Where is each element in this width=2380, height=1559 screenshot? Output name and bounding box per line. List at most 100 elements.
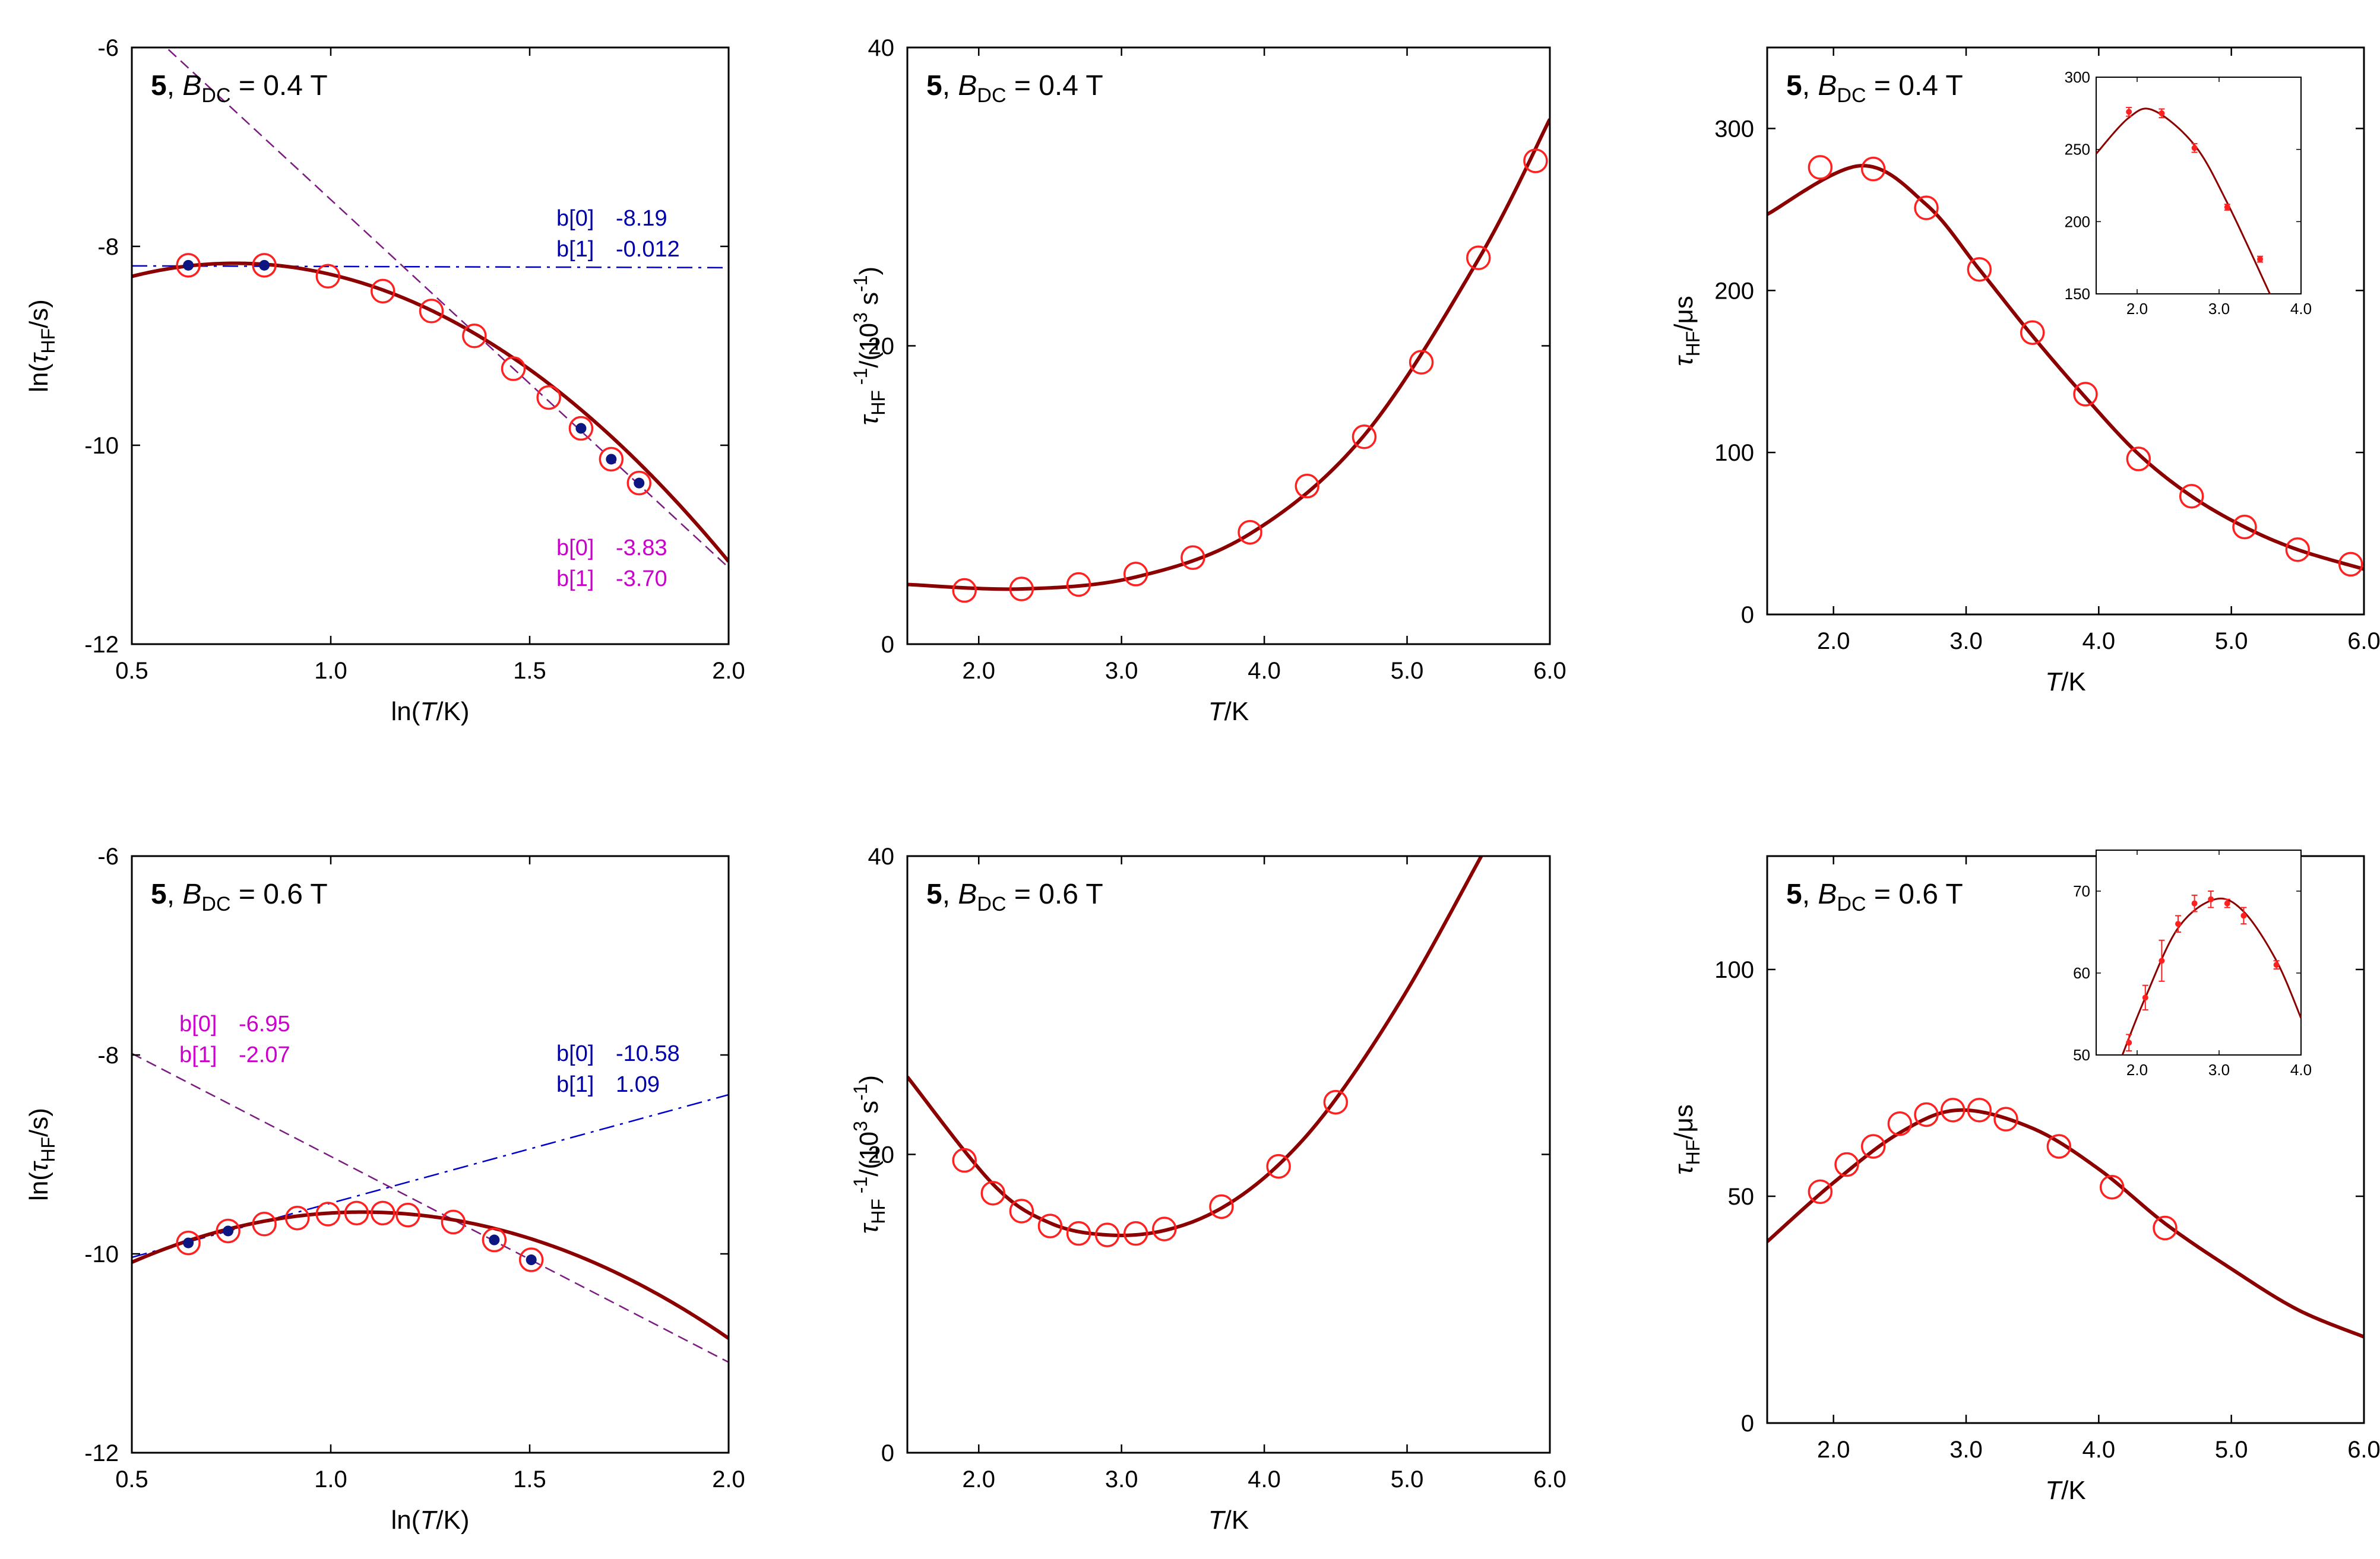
data-point: [284, 1205, 310, 1231]
data-point: [1037, 1213, 1063, 1238]
data-point: [216, 1218, 240, 1244]
y-tick-label: 0: [1741, 602, 1754, 628]
y-axis-title: τHF/μs: [1669, 296, 1704, 366]
y-tick-label: 300: [2065, 68, 2090, 86]
fit-param-label: b[0]: [556, 206, 594, 231]
x-tick-label: 4.0: [2082, 628, 2116, 654]
panel-label: 5, BDC = 0.6 T: [151, 879, 328, 915]
chart-panel-p5: [907, 856, 1483, 1247]
x-axis-title: ln(T/K): [391, 697, 469, 726]
fit-param-label: b[1]: [179, 1042, 217, 1067]
inset-data-point: [2191, 900, 2198, 907]
fit-param-value: -6.95: [239, 1012, 290, 1037]
panel-label: 5, BDC = 0.6 T: [1786, 879, 1963, 915]
y-tick-label: -12: [84, 1440, 119, 1466]
x-tick-label: 6.0: [1533, 658, 1566, 684]
x-tick-label: 3.0: [2208, 300, 2230, 318]
inset-data-point: [2240, 912, 2247, 919]
y-tick-label: 250: [2065, 141, 2090, 159]
chart-panel-p4: b[0] -6.95 b[1] -2.07 b[0] -10.58 b[1] 1.09: [132, 1012, 729, 1363]
data-point: [536, 385, 561, 410]
data-point: [2020, 320, 2045, 345]
x-tick-label: 1.5: [513, 658, 546, 684]
panel-label: 5, BDC = 0.4 T: [151, 70, 328, 107]
data-point: [371, 1200, 395, 1226]
y-tick-label: -6: [97, 844, 119, 870]
data-point: [252, 1212, 277, 1237]
data-point: [2153, 1215, 2178, 1241]
data-point: [1094, 1222, 1120, 1247]
data-point: [419, 299, 444, 324]
inset-background: [2096, 77, 2301, 294]
data-point: [1834, 1152, 1859, 1177]
x-axis-title: T/K: [2045, 667, 2085, 696]
x-tick-label: 2.0: [962, 1466, 995, 1493]
y-tick-label: -12: [84, 632, 119, 658]
x-tick-label: 5.0: [1391, 658, 1424, 684]
x-tick-label: 1.0: [314, 1466, 347, 1493]
fit-region-dot: [489, 1234, 500, 1246]
data-point: [344, 1200, 369, 1226]
y-tick-label: 0: [881, 632, 894, 658]
data-point: [1940, 1098, 1966, 1123]
fit-param-value: -10.58: [616, 1041, 680, 1066]
fit-param-label: b[0]: [179, 1012, 217, 1037]
data-point: [176, 1230, 201, 1256]
data-point: [1180, 545, 1205, 571]
chart-panel-p1: b[0] -8.19 b[1] -0.012 b[0] -3.83 b[1] -3.70: [132, 47, 729, 591]
data-point: [1009, 1199, 1034, 1224]
axes-box: [2096, 77, 2302, 294]
fit-curve: [1767, 164, 2364, 571]
data-point: [2338, 552, 2363, 577]
plot-frame: 2.0 3.0 4.0 5.0 6.0 0 20 40: [868, 844, 1566, 1493]
dashed-fit-line: [165, 47, 729, 568]
inset-data-point: [2175, 921, 2181, 927]
data-point: [980, 1181, 1006, 1206]
data-point: [1914, 1102, 1939, 1127]
x-tick-label: 5.0: [1391, 1466, 1424, 1493]
fit-curve: [907, 856, 1483, 1237]
fit-param-value: -2.07: [239, 1042, 290, 1067]
x-tick-label: 2.0: [2126, 300, 2148, 318]
x-tick-label: 3.0: [1949, 1437, 1983, 1463]
data-point: [371, 278, 395, 304]
data-point: [518, 1247, 544, 1272]
inset-data-point: [2142, 994, 2148, 1001]
data-point: [1993, 1107, 2018, 1132]
data-point: [1808, 1179, 1833, 1205]
axes-box: [1766, 855, 2365, 1424]
inset-data-point: [2224, 204, 2230, 210]
dashdot-fit-line: [132, 265, 729, 269]
x-axis-title: T/K: [2045, 1476, 2085, 1505]
x-axis-title: ln(T/K): [391, 1506, 469, 1535]
x-tick-label: 2.0: [2126, 1061, 2148, 1079]
fit-region-dot: [183, 259, 194, 271]
data-point: [1152, 1216, 1177, 1241]
fit-param-label: b[1]: [556, 1072, 594, 1097]
inset-data-point: [2208, 896, 2214, 902]
y-tick-label: 200: [1714, 278, 1754, 304]
data-point: [315, 264, 341, 289]
x-tick-label: 1.0: [314, 658, 347, 684]
x-tick-label: 1.5: [513, 1466, 546, 1493]
data-point: [1066, 1221, 1091, 1246]
y-tick-label: 100: [1714, 440, 1754, 466]
data-point: [395, 1202, 420, 1228]
x-tick-label: 3.0: [1949, 628, 1983, 654]
y-axis-title: τHF -1/(103 s-1): [850, 1075, 889, 1234]
data-point: [1295, 473, 1319, 499]
y-axis-title: ln(τHF/s): [24, 1108, 59, 1201]
data-point: [1887, 1111, 1913, 1136]
plot-frame: 2.0 3.0 4.0 150 200 250 300: [2065, 68, 2312, 318]
x-tick-label: 2.0: [1817, 628, 1850, 654]
dashdot-fit-line: [132, 1094, 729, 1259]
data-point: [2285, 537, 2311, 562]
fit-region-dot: [575, 423, 587, 434]
y-tick-label: -10: [84, 1241, 119, 1268]
data-point: [599, 446, 624, 472]
data-point: [1266, 1154, 1291, 1179]
chart-panel-p6: [1767, 1098, 2364, 1339]
y-tick-label: -6: [97, 35, 119, 61]
axes-box: [906, 855, 1551, 1454]
inset-data-point: [2191, 145, 2198, 151]
